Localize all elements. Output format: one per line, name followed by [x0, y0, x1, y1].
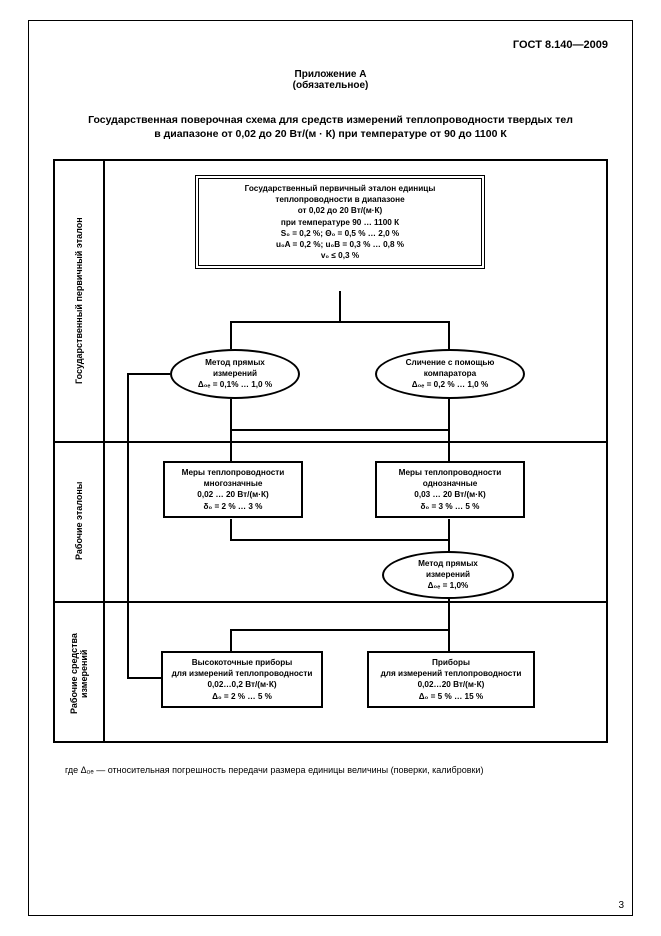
d2-l2: для измерений теплопроводности — [375, 668, 527, 679]
d2-l1: Приборы — [375, 657, 527, 668]
row-label-working: Рабочие эталоны — [59, 451, 99, 591]
w2-l4: δ₀ = 3 % … 5 % — [383, 501, 517, 512]
w1-l2: многозначные — [171, 478, 295, 489]
method-comparator: Сличение с помощью компаратора Δ₀ₑ = 0,2… — [375, 349, 525, 399]
m3-l2: измерений — [418, 570, 478, 581]
line-m1-left — [127, 373, 170, 375]
standard-code: ГОСТ 8.140—2009 — [53, 39, 608, 51]
w2-l1: Меры теплопроводности — [383, 467, 517, 478]
line-cross-top — [230, 429, 450, 431]
working-multi: Меры теплопроводности многозначные 0,02 … — [163, 461, 303, 517]
w1-l4: δ₀ = 2 % … 3 % — [171, 501, 295, 512]
method-direct-1: Метод прямых измерений Δ₀ₑ = 0,1% … 1,0 … — [170, 349, 300, 399]
d2-l3: 0,02…20 Вт/(м·К) — [375, 679, 527, 690]
primary-l5: S₀ = 0,2 %; Θ₀ = 0,5 % … 2,0 % — [205, 228, 475, 239]
line-w1-down — [230, 519, 232, 541]
primary-l4: при температуре 90 … 1100 К — [205, 217, 475, 228]
line-left-bus — [127, 373, 129, 679]
m2-l1: Сличение с помощью — [406, 358, 495, 369]
w2-l3: 0,03 … 20 Вт/(м·К) — [383, 489, 517, 500]
primary-l6: u₀A = 0,2 %; u₀B = 0,3 % … 0,8 % — [205, 239, 475, 250]
line-split-top — [230, 321, 450, 323]
device-general: Приборы для измерений теплопроводности 0… — [367, 651, 535, 707]
m1-l1: Метод прямых — [198, 358, 272, 369]
primary-etalon-box: Государственный первичный эталон единицы… — [195, 175, 485, 268]
scheme-title: Государственная поверочная схема для сре… — [53, 113, 608, 141]
m3-l3: Δ₀ₑ = 1,0% — [418, 581, 478, 592]
primary-l2: теплопроводности в диапазоне — [205, 194, 475, 205]
line-to-d2 — [448, 629, 450, 651]
primary-l3: от 0,02 до 20 Вт/(м·К) — [205, 205, 475, 216]
line-primary-down — [339, 291, 341, 321]
row-sep-1 — [55, 441, 606, 443]
w1-l3: 0,02 … 20 Вт/(м·К) — [171, 489, 295, 500]
title-line2: в диапазоне от 0,02 до 20 Вт/(м · К) при… — [53, 127, 608, 141]
page-number: 3 — [618, 900, 624, 911]
diagram: Государственный первичный эталон Рабочие… — [53, 159, 608, 743]
line-bus-to-d1 — [127, 677, 161, 679]
m2-l3: Δ₀ₑ = 0,2 % … 1,0 % — [406, 380, 495, 391]
w2-l2: однозначные — [383, 478, 517, 489]
line-split-bottom — [230, 629, 450, 631]
m3-l1: Метод прямых — [418, 559, 478, 570]
appendix-label: Приложение А — [53, 69, 608, 80]
page-frame: ГОСТ 8.140—2009 Приложение А (обязательн… — [28, 20, 633, 916]
label-column-sep — [103, 161, 105, 741]
device-precision: Высокоточные приборы для измерений тепло… — [161, 651, 323, 707]
d1-l4: Δ₀ = 2 % … 5 % — [169, 691, 315, 702]
m1-l2: измерений — [198, 369, 272, 380]
w1-l1: Меры теплопроводности — [171, 467, 295, 478]
row-label-devices: Рабочие средства измерений — [59, 611, 99, 736]
d1-l1: Высокоточные приборы — [169, 657, 315, 668]
line-to-m1 — [230, 321, 232, 349]
line-w2-down — [448, 519, 450, 551]
row-sep-2 — [55, 601, 606, 603]
d1-l2: для измерений теплопроводности — [169, 668, 315, 679]
primary-l7: v₀ ≤ 0,3 % — [205, 250, 475, 261]
m2-l2: компаратора — [406, 369, 495, 380]
line-m3-down — [448, 599, 450, 629]
primary-l1: Государственный первичный эталон единицы — [205, 183, 475, 194]
working-single: Меры теплопроводности однозначные 0,03 …… — [375, 461, 525, 517]
method-direct-2: Метод прямых измерений Δ₀ₑ = 1,0% — [382, 551, 514, 599]
line-merge-mid — [230, 539, 450, 541]
d1-l3: 0,02…0,2 Вт/(м·К) — [169, 679, 315, 690]
line-to-d1 — [230, 629, 232, 651]
m1-l3: Δ₀ₑ = 0,1% … 1,0 % — [198, 380, 272, 391]
d2-l4: Δ₀ = 5 % … 15 % — [375, 691, 527, 702]
appendix-mandatory: (обязательное) — [53, 80, 608, 91]
row-label-primary: Государственный первичный эталон — [59, 171, 99, 431]
line-to-m2 — [448, 321, 450, 349]
footnote: где Δ₀ₑ — относительная погрешность пере… — [53, 765, 608, 775]
title-line1: Государственная поверочная схема для сре… — [53, 113, 608, 127]
